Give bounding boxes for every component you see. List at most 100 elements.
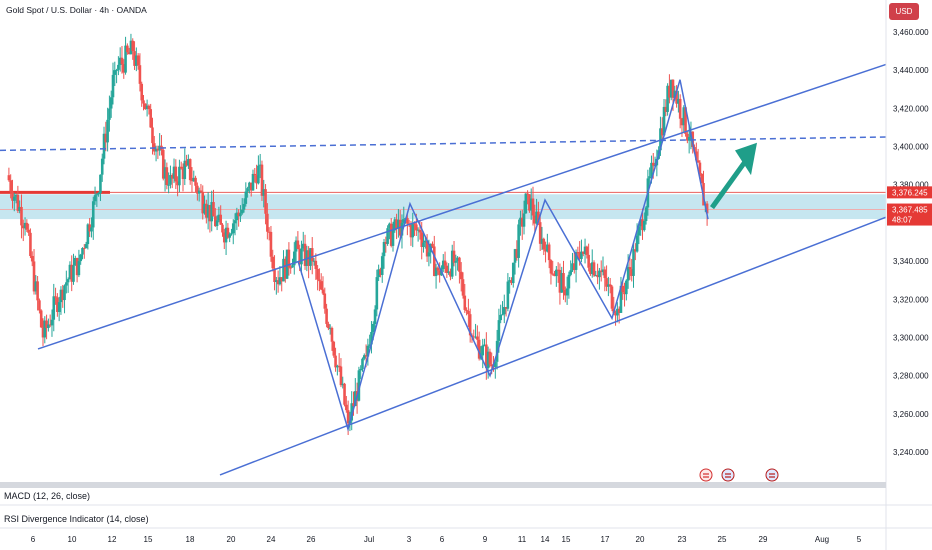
candle-body xyxy=(511,262,515,284)
candle-body xyxy=(273,268,276,282)
candle-body xyxy=(269,231,273,257)
candle-body xyxy=(415,224,418,231)
candle-body xyxy=(29,232,32,257)
candle-body xyxy=(608,284,612,287)
candle-body xyxy=(129,40,133,55)
candle-body xyxy=(375,277,379,310)
candle-body xyxy=(210,202,214,222)
candle-body xyxy=(388,223,391,229)
candle-body xyxy=(571,263,574,271)
candle-body xyxy=(572,263,576,270)
candle-body xyxy=(208,204,212,222)
currency-button[interactable]: USD xyxy=(889,3,919,20)
candle-body xyxy=(531,198,535,216)
candle-body xyxy=(382,242,386,257)
price-label-upper-bg xyxy=(887,186,932,199)
candle-body xyxy=(72,265,75,282)
candle-body xyxy=(671,79,675,98)
candle-body xyxy=(147,105,151,110)
candle-body xyxy=(214,216,217,227)
candle-body xyxy=(140,83,144,101)
candle-body xyxy=(345,404,348,411)
candle-body xyxy=(334,355,337,368)
candle-body xyxy=(136,55,140,66)
candle-body xyxy=(228,234,231,238)
x-tick-label: Aug xyxy=(815,535,829,544)
candle-body xyxy=(188,159,192,181)
candle-body xyxy=(82,248,86,250)
candle-body xyxy=(79,254,82,262)
candle-body xyxy=(357,370,361,401)
candle-body xyxy=(686,133,689,141)
candles xyxy=(7,33,709,436)
countdown-label-bg xyxy=(887,213,932,226)
candle-body xyxy=(625,280,628,295)
candle-body xyxy=(91,201,95,228)
candle-body xyxy=(25,222,29,230)
candle-body xyxy=(486,351,490,369)
candle-body xyxy=(366,345,370,357)
us-flag-icon xyxy=(721,468,735,482)
candle-body xyxy=(599,270,603,273)
candle-body xyxy=(84,244,88,249)
candle-body xyxy=(30,256,34,262)
candle-body xyxy=(197,190,201,194)
y-tick-label: 3,320.000 xyxy=(893,295,929,304)
candle-body xyxy=(386,228,389,244)
candle-body xyxy=(614,313,617,316)
candle-body xyxy=(362,355,366,359)
candle-body xyxy=(659,128,662,151)
candle-body xyxy=(377,269,380,278)
candle-body xyxy=(567,274,571,289)
x-tick-label: 23 xyxy=(678,535,687,544)
candle-body xyxy=(601,269,605,273)
us-flag-icon xyxy=(765,468,779,482)
candle-body xyxy=(74,257,77,266)
candle-body xyxy=(321,289,325,294)
candle-body xyxy=(533,215,537,224)
candle-body xyxy=(95,194,99,196)
candle-body xyxy=(124,45,127,73)
candle-body xyxy=(158,145,161,151)
candle-body xyxy=(515,249,519,258)
candle-body xyxy=(262,189,266,196)
x-tick-label: 15 xyxy=(144,535,153,544)
candle-body xyxy=(698,162,702,174)
candle-body xyxy=(294,240,298,252)
candle-body xyxy=(75,257,79,276)
candle-body xyxy=(221,224,224,233)
candle-body xyxy=(535,211,538,224)
candle-body xyxy=(68,264,72,280)
candle-body xyxy=(501,314,504,316)
candle-body xyxy=(389,223,393,246)
candle-body xyxy=(231,223,235,234)
candle-body xyxy=(144,103,147,110)
projection-arrow-shaft xyxy=(709,160,748,210)
candle-body xyxy=(298,249,301,265)
candle-body xyxy=(314,260,318,270)
candle-body xyxy=(508,280,511,282)
y-tick-label: 3,380.000 xyxy=(893,181,929,190)
candle-body xyxy=(185,160,188,166)
candle-body xyxy=(560,273,564,293)
candle-body xyxy=(14,194,18,197)
candle-body xyxy=(217,214,221,221)
candle-body xyxy=(242,203,246,210)
candle-body xyxy=(449,271,452,277)
candle-body xyxy=(416,229,420,231)
candle-body xyxy=(483,344,486,346)
candle-body xyxy=(165,167,169,185)
price-label-lower-bg xyxy=(887,203,932,216)
candle-body xyxy=(434,267,438,276)
candle-body xyxy=(59,289,63,303)
candle-body xyxy=(485,344,488,369)
y-tick-label: 3,340.000 xyxy=(893,257,929,266)
candle-body xyxy=(406,218,409,224)
candle-body xyxy=(172,166,176,179)
candle-body xyxy=(380,256,384,275)
candle-body xyxy=(594,275,598,277)
candle-body xyxy=(21,225,25,229)
candle-body xyxy=(373,309,377,325)
